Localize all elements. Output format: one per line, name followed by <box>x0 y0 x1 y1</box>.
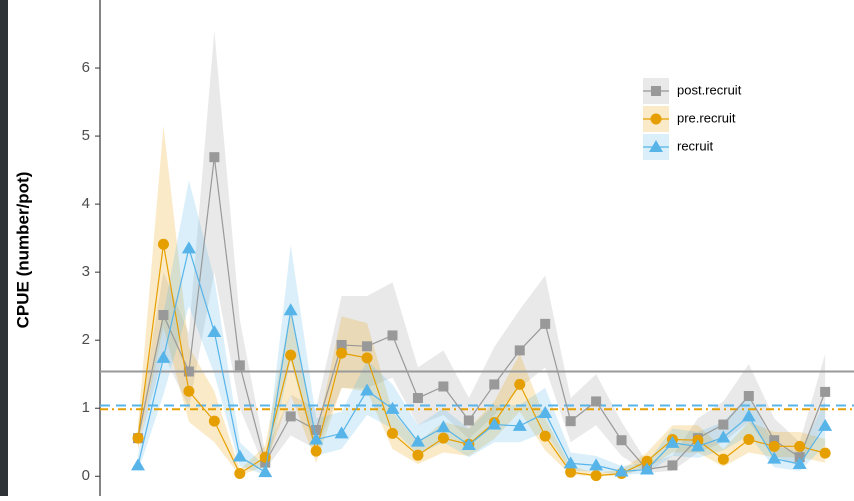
marker <box>412 449 424 461</box>
legend-marker <box>651 86 661 96</box>
y-tick-label: 4 <box>82 195 90 212</box>
marker <box>387 427 398 439</box>
marker <box>385 401 400 414</box>
marker <box>590 470 602 482</box>
marker <box>259 451 271 463</box>
y-tick-label: 5 <box>82 127 90 144</box>
y-tick-label: 1 <box>82 399 90 416</box>
marker <box>818 418 833 431</box>
marker <box>181 241 196 254</box>
marker <box>690 439 705 452</box>
legend-marker <box>649 140 663 152</box>
y-tick-label: 6 <box>82 59 90 76</box>
marker <box>538 405 553 418</box>
marker <box>360 383 375 396</box>
marker <box>514 378 526 390</box>
marker <box>667 460 678 471</box>
legend-label: recruit <box>677 138 714 153</box>
series-line <box>137 244 826 477</box>
marker <box>285 349 297 361</box>
marker <box>769 435 780 446</box>
marker <box>489 379 500 390</box>
marker <box>563 456 578 469</box>
marker <box>410 434 425 447</box>
marker <box>438 381 449 392</box>
marker <box>616 435 627 446</box>
y-axis-title: CPUE (number/pot) <box>13 172 32 329</box>
marker <box>158 310 169 321</box>
marker <box>743 390 754 401</box>
marker <box>234 360 245 371</box>
marker <box>387 330 398 341</box>
marker <box>183 366 194 377</box>
legend-marker <box>650 113 662 125</box>
marker <box>232 449 247 462</box>
marker <box>792 457 807 470</box>
marker <box>207 325 222 338</box>
legend-label: pre.recruit <box>677 110 736 125</box>
marker <box>131 458 145 471</box>
marker <box>565 416 576 427</box>
y-tick-label: 3 <box>82 263 90 280</box>
marker <box>487 417 502 430</box>
marker <box>820 386 831 397</box>
marker <box>768 440 780 452</box>
marker <box>591 396 602 407</box>
series-line <box>137 157 826 471</box>
marker <box>183 385 195 397</box>
legend-label: post.recruit <box>677 82 742 97</box>
series-line <box>137 246 826 474</box>
marker <box>540 318 551 329</box>
window-edge <box>0 0 8 496</box>
marker <box>741 409 756 422</box>
marker <box>461 437 476 450</box>
marker <box>309 432 324 445</box>
marker <box>334 426 349 439</box>
marker <box>437 432 449 444</box>
marker <box>743 434 755 446</box>
marker <box>665 435 680 448</box>
marker <box>436 420 451 433</box>
marker <box>157 238 169 250</box>
marker <box>767 451 782 464</box>
ribbon <box>138 180 826 475</box>
marker <box>156 350 171 363</box>
marker <box>463 415 474 426</box>
marker <box>640 462 654 475</box>
marker <box>336 339 347 350</box>
marker <box>285 411 296 422</box>
y-tick-label: 2 <box>82 331 90 348</box>
marker <box>336 347 348 359</box>
marker <box>362 341 373 352</box>
marker <box>614 464 629 477</box>
marker <box>512 418 527 431</box>
marker <box>589 458 604 471</box>
marker <box>412 393 423 404</box>
marker <box>132 432 144 444</box>
marker <box>794 440 806 452</box>
marker <box>539 430 551 442</box>
marker <box>361 352 373 364</box>
marker <box>641 455 653 467</box>
marker <box>514 345 525 356</box>
marker <box>311 425 322 436</box>
marker <box>716 430 731 443</box>
marker <box>283 303 298 316</box>
marker <box>258 465 273 478</box>
y-tick-label: 0 <box>82 467 90 484</box>
marker <box>208 415 220 427</box>
marker <box>717 453 729 465</box>
marker <box>819 447 831 459</box>
marker <box>310 445 322 457</box>
marker <box>234 468 246 480</box>
marker <box>565 466 577 478</box>
marker <box>209 152 220 163</box>
marker <box>718 419 729 430</box>
